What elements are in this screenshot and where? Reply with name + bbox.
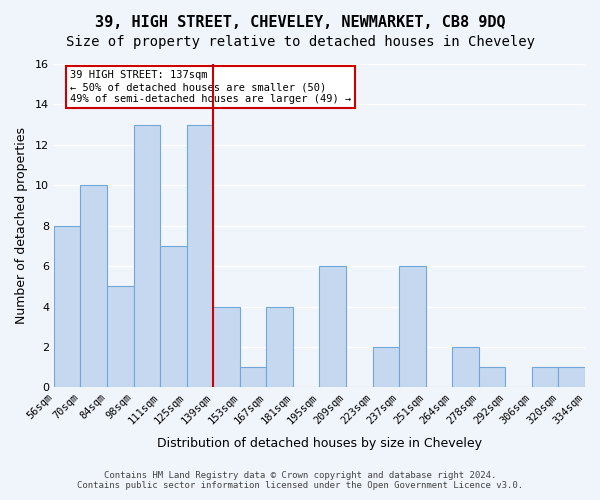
Bar — [319, 266, 346, 388]
Text: 39, HIGH STREET, CHEVELEY, NEWMARKET, CB8 9DQ: 39, HIGH STREET, CHEVELEY, NEWMARKET, CB… — [95, 15, 505, 30]
Text: Contains HM Land Registry data © Crown copyright and database right 2024.
Contai: Contains HM Land Registry data © Crown c… — [77, 470, 523, 490]
Bar — [532, 367, 559, 388]
Bar — [240, 367, 266, 388]
Bar — [399, 266, 425, 388]
Bar — [80, 186, 107, 388]
Bar — [160, 246, 187, 388]
Bar — [187, 124, 213, 388]
Bar — [134, 124, 160, 388]
X-axis label: Distribution of detached houses by size in Cheveley: Distribution of detached houses by size … — [157, 437, 482, 450]
Text: Size of property relative to detached houses in Cheveley: Size of property relative to detached ho… — [65, 35, 535, 49]
Bar — [452, 347, 479, 388]
Bar — [373, 347, 399, 388]
Bar — [213, 306, 240, 388]
Bar — [54, 226, 80, 388]
Bar — [107, 286, 134, 388]
Y-axis label: Number of detached properties: Number of detached properties — [15, 127, 28, 324]
Bar — [479, 367, 505, 388]
Text: 39 HIGH STREET: 137sqm
← 50% of detached houses are smaller (50)
49% of semi-det: 39 HIGH STREET: 137sqm ← 50% of detached… — [70, 70, 351, 104]
Bar — [559, 367, 585, 388]
Bar — [266, 306, 293, 388]
